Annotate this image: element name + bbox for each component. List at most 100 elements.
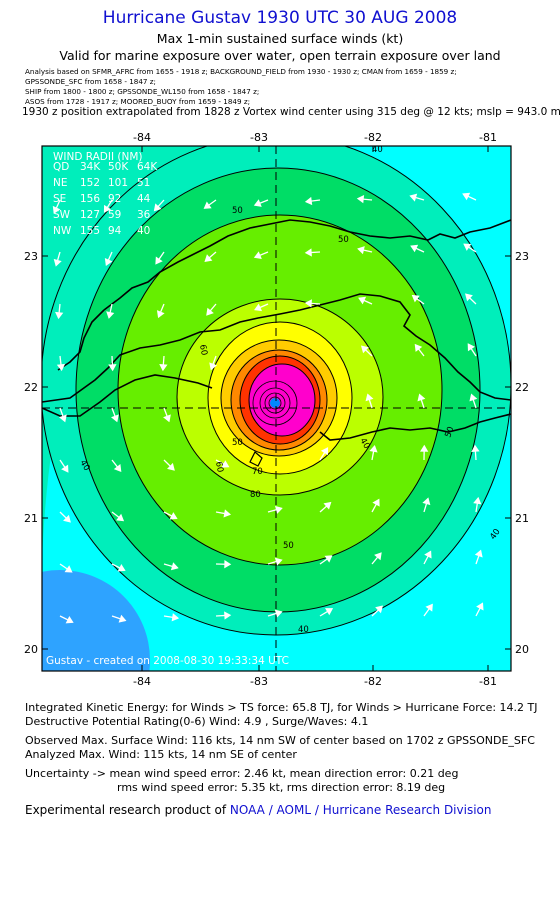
contour-label: 50 [232,438,243,448]
wind-field-map: -84 -83 -82 -81 -84 -83 -82 -81 23 22 21… [24,131,529,688]
contour-label: 50 [443,425,456,439]
lon-tick-top: -83 [250,131,268,144]
contour-label: 80 [250,490,261,500]
wind-arrow-head [63,514,71,523]
wind-arrow-head [155,256,163,265]
wind-arrow-head [56,363,66,372]
wind-arrow-head [420,444,429,452]
wind-arrow-head [369,444,378,453]
noaa-link[interactable]: NOAA / AOML / Hurricane Research Divisio… [229,803,492,817]
wind-arrow-head [204,254,213,262]
wind-arrow-head [422,497,431,506]
wind-arrow-head [159,364,168,372]
outer-low-wind-area [42,570,150,671]
wind-arrow-head [372,498,380,507]
wind-vector-field [52,192,484,624]
wind-arrow-head [417,393,426,402]
wind-radii-header-cell: QD [53,161,69,173]
position-note: 1930 z position extrapolated from 1828 z… [22,106,560,118]
axis-ticks [42,146,511,671]
contour-label: 40 [357,437,371,451]
wind-arrow-head [365,393,374,402]
lat-tick-left: 21 [24,512,38,525]
wind-arrow-head [223,509,232,518]
wind-arrow-head [253,251,262,260]
wind-arrow-head [374,552,382,561]
wind-radii-title: WIND RADII (NM) [53,151,143,163]
contour-label: 40 [298,625,309,635]
wind-arrow-head [209,362,218,371]
lat-tick-right: 21 [515,512,529,525]
wind-arrow-head [167,462,175,471]
lon-tick-top: -82 [364,131,382,144]
wind-arrow-head [163,414,171,423]
analyzed-max-wind: Analyzed Max. Wind: 115 kts, 14 nm SE of… [25,748,297,761]
wind-radii-cell: 152 [80,177,100,189]
coastline [42,219,511,441]
wind-arrow-head [169,512,178,520]
wind-arrow-head [104,257,113,266]
wind-arrow-head [274,609,283,618]
wind-arrow-head [467,343,475,352]
wind-radii-cell: 36 [137,209,151,221]
wind-radii-cell: NW [53,225,72,237]
wind-arrow-head [473,496,482,505]
lat-tick-left: 20 [24,643,38,656]
wind-arrow-head [304,299,312,308]
source-line: Analysis based on SFMR_AFRC from 1655 - … [25,67,457,76]
wind-radii-cell: 59 [108,209,121,221]
wind-arrow-head [304,248,312,257]
source-line: SHIP from 1800 - 1800 z; GPSSONDE_WL150 … [25,87,260,96]
wind-arrow-head [65,615,74,624]
wind-arrow-head [206,307,214,316]
uncertainty-mean: Uncertainty -> mean wind speed error: 2.… [25,767,459,780]
page-title: Hurricane Gustav 1930 UTC 30 AUG 2008 [102,8,458,28]
wind-arrow-head [116,513,125,522]
lat-tick-right: 23 [515,250,529,263]
lon-tick-bottom: -81 [479,675,497,688]
wind-radii-cell: 51 [137,177,150,189]
wind-arrow-head [274,505,283,514]
lat-tick-right: 22 [515,381,529,394]
contour-label: 50 [232,206,243,216]
wind-arrow-head [320,447,329,456]
lat-tick-left: 22 [24,381,38,394]
wind-arrow-head [471,444,480,452]
contour-label: 70 [252,467,263,477]
lon-tick-top: -84 [133,131,151,144]
wind-arrow-head [221,460,230,468]
lon-tick-bottom: -83 [250,675,268,688]
wind-arrow-head [64,565,73,573]
contour-label: 40 [372,145,383,155]
wind-arrow-head [53,258,62,267]
wind-radii-cell: SE [53,193,66,205]
ike-text: Integrated Kinetic Energy: for Winds > T… [25,701,538,714]
subtitle-wind-type: Max 1-min sustained surface winds (kt) [156,31,404,46]
uncertainty-rms: rms wind speed error: 5.35 kt, rms direc… [117,781,446,794]
wind-radii-cell: NE [53,177,68,189]
wind-arrow-head [111,414,119,423]
wind-arrow-head [171,613,180,622]
credit-prefix: Experimental research product of [25,803,230,817]
wind-radii-cell: 127 [80,209,100,221]
wind-arrow-head [253,199,262,207]
wind-arrow-head [414,343,423,352]
wind-arrow-head [117,564,126,572]
wind-arrow-head [360,345,369,354]
map-frame [41,145,512,672]
contour-label: 50 [338,235,349,245]
contour-label: 60 [197,344,209,356]
source-line: ASOS from 1728 - 1917 z; MOORED_BUOY fro… [25,97,251,106]
source-line: GPSSONDE_SFC from 1658 - 1847 z; [25,77,156,86]
wind-arrow-head [58,414,67,423]
wind-radii-cell: 40 [137,225,150,237]
wind-arrow-head [356,195,365,204]
wind-arrow-head [409,193,418,202]
wind-arrow-head [106,311,115,319]
wind-arrow-head [156,310,165,319]
wind-arrow-head [113,464,122,473]
wind-radii-header-cell: 50K [108,161,129,173]
wind-radii-cell: 94 [108,225,122,237]
wind-arrow-head [424,550,432,559]
lon-tick-bottom: -84 [133,675,151,688]
